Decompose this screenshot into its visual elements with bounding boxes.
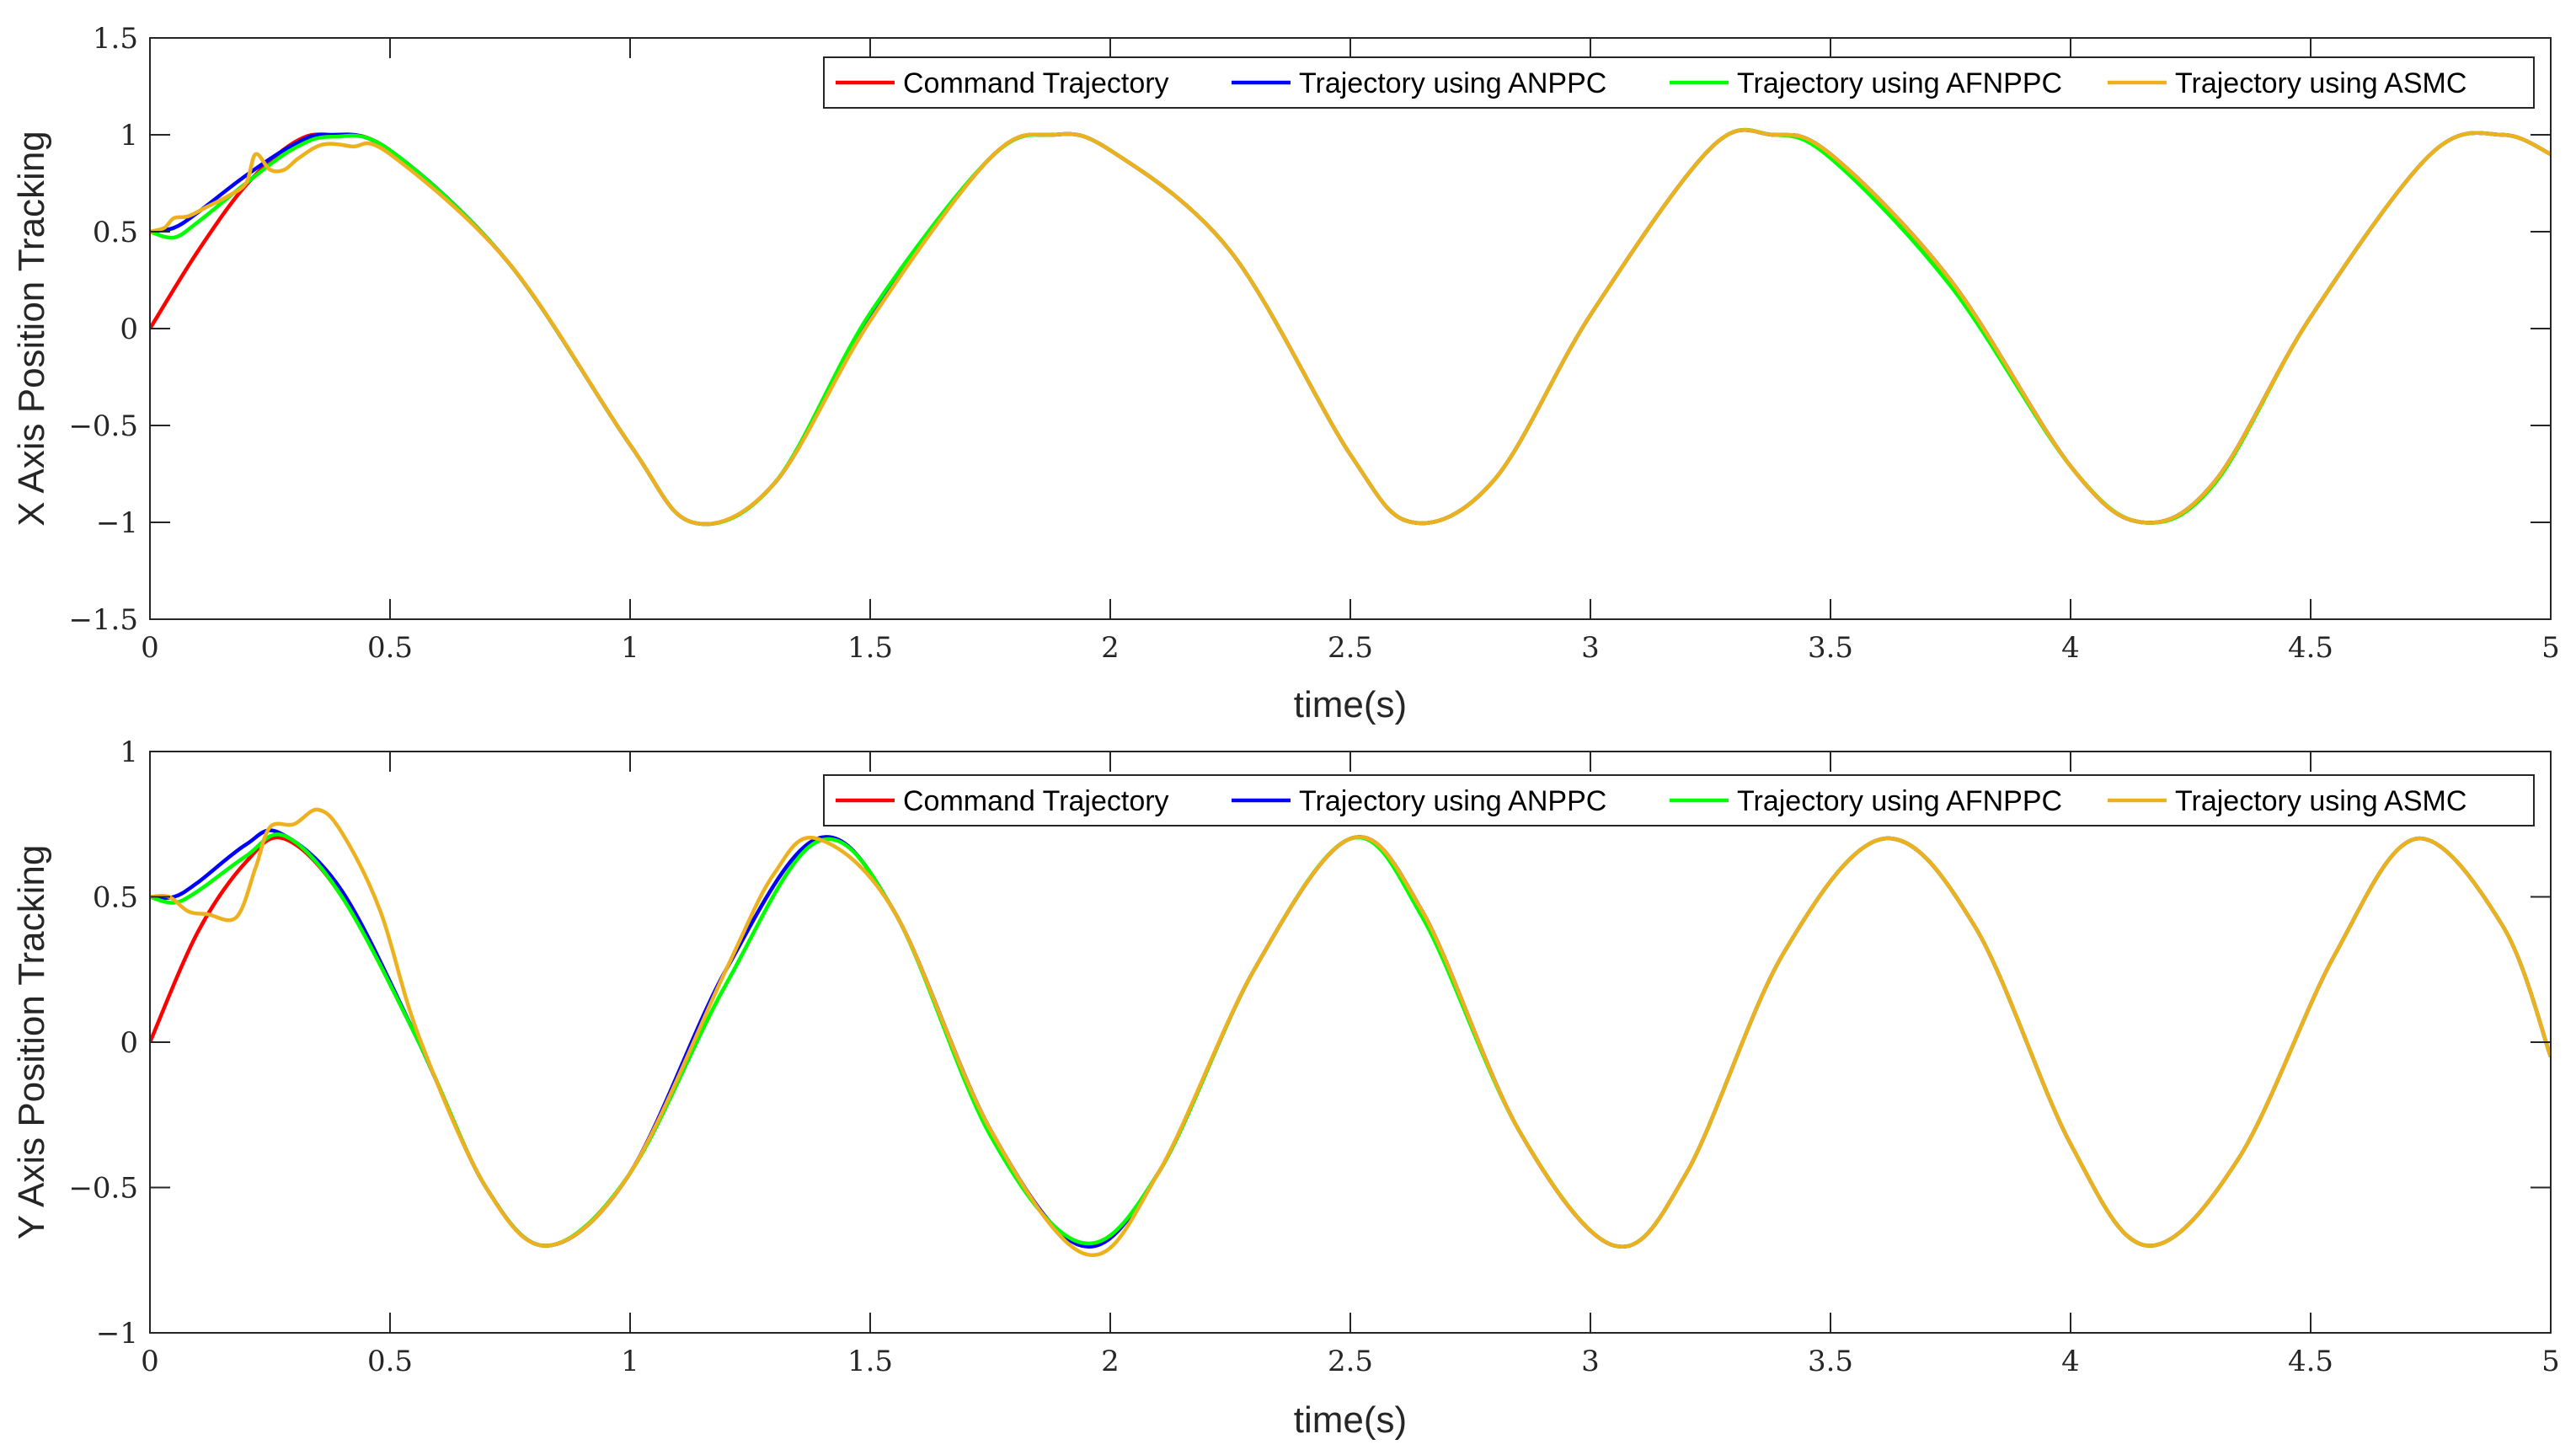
y-ytick-label: 1 (120, 736, 138, 769)
y-xtick-label: 0 (141, 1345, 159, 1378)
y-plot-legend: Command Trajectory Trajectory using ANPPC… (823, 774, 2535, 826)
y-legend-box (823, 774, 2535, 826)
y-legend-label-1: Trajectory using ANPPC (1299, 785, 1606, 817)
x-xtick-label: 5 (2541, 631, 2560, 665)
y-xtick-label: 0.5 (367, 1345, 413, 1378)
x-legend-label-0: Command Trajectory (903, 67, 1169, 99)
y-ytick-label: 0.5 (93, 881, 138, 915)
y-xtick-label: 2 (1101, 1345, 1120, 1378)
x-xtick-label: 2.5 (1328, 631, 1373, 665)
x-ytick-label: 1 (120, 119, 138, 152)
y-legend-label-2: Trajectory using AFNPPC (1737, 785, 2062, 817)
x-xtick-label: 2 (1101, 631, 1120, 665)
y-xtick-label: 1.5 (847, 1345, 893, 1378)
y-plot-ylabel: Y Axis Position Tracking (11, 845, 52, 1240)
x-ytick-label: −0.5 (68, 409, 138, 443)
y-legend-label-3: Trajectory using ASMC (2175, 785, 2466, 817)
y-xtick-label: 1 (621, 1345, 639, 1378)
subplot-y-axis-position: 0 0.5 1 1.5 2 2.5 3 3.5 4 4.5 5 −1 −0.5 0 0.5 1 Y Axis … (11, 736, 2560, 1441)
y-series-layer (150, 807, 2551, 1258)
x-xtick-label: 4 (2061, 631, 2080, 665)
x-legend-label-1: Trajectory using ANPPC (1299, 67, 1606, 99)
y-ytick-label: −1 (96, 1317, 138, 1351)
x-xtick-label: 1 (621, 631, 639, 665)
y-series-line-3 (150, 807, 2551, 1258)
x-xtick-label: 0 (141, 631, 159, 665)
subplot-x-axis-position: 0 0.5 1 1.5 2 2.5 3 3.5 4 4.5 5−1.5−1−0.500.511.5 … (11, 22, 2560, 725)
y-ytick-label: −0.5 (68, 1172, 138, 1206)
y-legend-label-0: Command Trajectory (903, 785, 1169, 817)
y-ytick-label: 0 (120, 1026, 138, 1060)
x-ytick-label: 0 (120, 313, 138, 346)
x-xtick-label: 3 (1581, 631, 1600, 665)
y-xtick-label: 3 (1581, 1345, 1600, 1378)
x-ytick-label: −1.5 (68, 603, 138, 637)
x-plot-ylabel: X Axis Position Tracking (11, 131, 52, 527)
x-plot-legend: Command Trajectory Trajectory using ANPPC… (823, 56, 2535, 109)
x-ytick-label: 0.5 (93, 216, 138, 249)
y-xtick-label: 4 (2061, 1345, 2080, 1378)
y-xtick-label: 2.5 (1328, 1345, 1373, 1378)
x-series-line-3 (150, 127, 2551, 527)
x-ytick-label: −1 (96, 506, 138, 540)
y-xtick-label: 5 (2541, 1345, 2560, 1378)
y-xtick-label: 4.5 (2288, 1345, 2333, 1378)
x-xtick-label: 4.5 (2288, 631, 2333, 665)
y-ticks-layer: 0 0.5 1 1.5 2 2.5 3 3.5 4 4.5 5 −1 −0.5 0 0.5 1 (68, 736, 2559, 1378)
x-series-layer (150, 127, 2551, 527)
x-ticks-layer: 0 0.5 1 1.5 2 2.5 3 3.5 4 4.5 5 −1.5 −1 −0.5 0 0.5 1 1.5 (68, 22, 2559, 665)
y-xtick-label: 3.5 (1808, 1345, 1853, 1378)
x-legend-label-2: Trajectory using AFNPPC (1737, 67, 2062, 99)
x-plot-xlabel: time(s) (1294, 684, 1407, 725)
x-xtick-label: 3.5 (1808, 631, 1853, 665)
x-xtick-label: 0.5 (367, 631, 413, 665)
x-legend-label-3: Trajectory using ASMC (2175, 67, 2466, 99)
x-xtick-label: 1.5 (847, 631, 893, 665)
x-ytick-label: 1.5 (93, 22, 138, 56)
y-plot-xlabel: time(s) (1294, 1399, 1407, 1441)
